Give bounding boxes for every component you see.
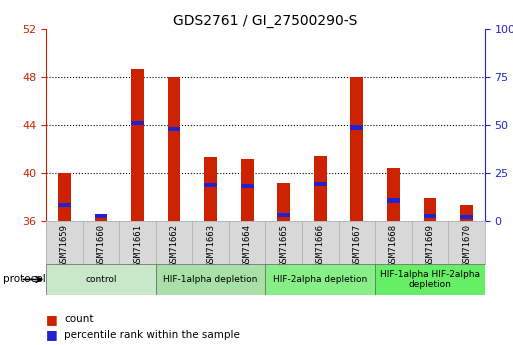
- Text: HIF-1alpha HIF-2alpha
depletion: HIF-1alpha HIF-2alpha depletion: [380, 270, 480, 289]
- Bar: [204, 183, 217, 187]
- Bar: [241, 184, 253, 188]
- Bar: [278, 213, 290, 217]
- Bar: [168, 77, 181, 221]
- FancyBboxPatch shape: [46, 264, 156, 295]
- Bar: [387, 198, 400, 203]
- Bar: [131, 120, 144, 125]
- Bar: [460, 215, 473, 219]
- Text: ■: ■: [46, 328, 58, 341]
- Text: GSM71667: GSM71667: [352, 224, 361, 267]
- Bar: [58, 203, 71, 207]
- Text: count: count: [64, 314, 94, 324]
- Text: GSM71664: GSM71664: [243, 224, 252, 267]
- Bar: [350, 77, 363, 221]
- Text: GSM71659: GSM71659: [60, 224, 69, 267]
- Bar: [94, 214, 107, 218]
- Text: GSM71661: GSM71661: [133, 224, 142, 267]
- Text: HIF-2alpha depletion: HIF-2alpha depletion: [273, 275, 367, 284]
- Bar: [204, 157, 217, 221]
- Text: GSM71666: GSM71666: [316, 224, 325, 267]
- Bar: [131, 69, 144, 221]
- Text: GSM71662: GSM71662: [170, 224, 179, 267]
- Text: ■: ■: [46, 313, 58, 326]
- Bar: [314, 181, 327, 186]
- Text: GSM71660: GSM71660: [96, 224, 106, 267]
- Bar: [314, 156, 327, 221]
- Bar: [387, 168, 400, 221]
- Text: GSM71665: GSM71665: [279, 224, 288, 267]
- Bar: [58, 173, 71, 221]
- Bar: [350, 125, 363, 130]
- Text: GSM71668: GSM71668: [389, 224, 398, 267]
- Bar: [460, 205, 473, 221]
- Title: GDS2761 / GI_27500290-S: GDS2761 / GI_27500290-S: [173, 14, 358, 28]
- Bar: [94, 217, 107, 221]
- Bar: [241, 159, 253, 221]
- FancyBboxPatch shape: [375, 264, 485, 295]
- FancyBboxPatch shape: [156, 264, 265, 295]
- Text: protocol: protocol: [3, 275, 45, 284]
- Text: percentile rank within the sample: percentile rank within the sample: [64, 330, 240, 339]
- FancyBboxPatch shape: [265, 264, 375, 295]
- Text: GSM71670: GSM71670: [462, 224, 471, 267]
- Bar: [168, 127, 181, 131]
- Text: GSM71663: GSM71663: [206, 224, 215, 267]
- Bar: [278, 183, 290, 221]
- Text: control: control: [85, 275, 117, 284]
- Bar: [424, 198, 437, 221]
- Bar: [424, 214, 437, 218]
- Text: GSM71669: GSM71669: [425, 224, 435, 267]
- Text: HIF-1alpha depletion: HIF-1alpha depletion: [164, 275, 258, 284]
